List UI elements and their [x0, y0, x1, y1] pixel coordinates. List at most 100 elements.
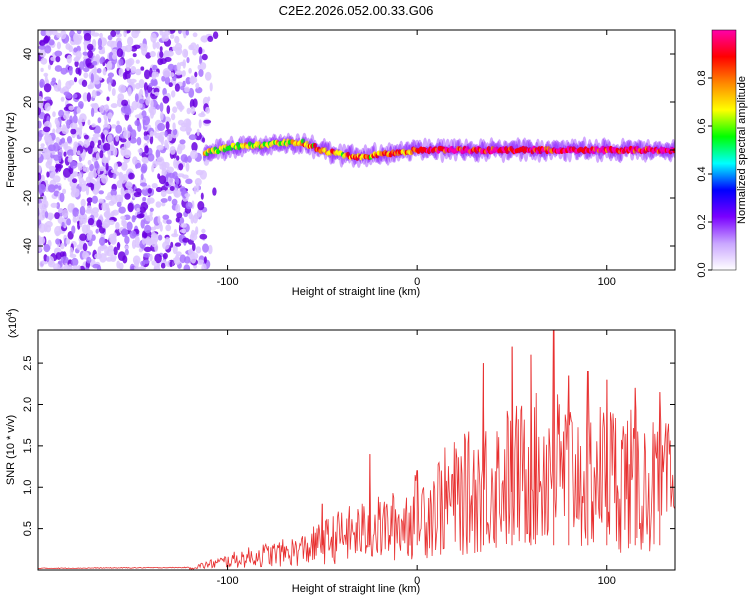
colorbar-tick-label: 0.6: [696, 118, 708, 133]
spectrogram-noise-blob: [169, 72, 175, 77]
spectrogram-noise-blob: [49, 172, 56, 179]
spectrogram-noise-blob: [175, 47, 183, 56]
spectrogram-noise-blob: [194, 71, 198, 78]
spectrogram-noise-blob: [192, 48, 198, 56]
spectrogram-noise-blob: [75, 50, 82, 60]
spectrogram-noise-blob: [178, 30, 182, 35]
spectrogram-noise-blob: [81, 79, 88, 87]
spectrogram-noise-blob: [96, 68, 102, 74]
spectrogram-noise-blob: [201, 137, 206, 143]
spectrogram-panel: -100 0 100 -40 -20 0 20 40 Height of straight …: [5, 29, 676, 298]
spectrogram-noise-blob: [122, 72, 128, 80]
spectrogram-noise-blob: [43, 35, 50, 44]
spectrogram-noise-blob: [148, 82, 154, 88]
spectrogram-noise-blob: [132, 44, 141, 49]
spectrogram-noise-blob: [77, 162, 83, 169]
spectrogram-noise-blob: [153, 87, 160, 94]
spectrogram-noise-blob: [109, 142, 115, 152]
spectrogram-noise-blob: [142, 231, 148, 239]
spectrogram-noise-blob: [106, 96, 110, 102]
spectrogram-noise-blob: [90, 183, 95, 191]
spectrogram-noise-blob: [140, 66, 145, 71]
spectrogram-noise-blob: [170, 241, 174, 248]
spectrogram-noise-blob: [172, 244, 178, 255]
spectrogram-noise-blob: [118, 68, 124, 77]
spectrogram-noise-blob: [126, 221, 133, 231]
spectrogram-noise-blob: [118, 58, 124, 66]
spectrogram-noise-blob: [67, 203, 75, 213]
spectrogram-noise-blob: [72, 207, 79, 217]
spectrogram-noise-blob: [140, 173, 144, 181]
spectrogram-noise-blob: [80, 198, 86, 208]
spectrogram-noise-blob: [147, 187, 152, 194]
colorbar-label: Normalized spectral amplitude: [736, 76, 748, 224]
spectrogram-noise-blob: [43, 83, 52, 93]
spectrogram-noise-blob: [77, 264, 81, 270]
spectrogram-noise-blob: [108, 51, 114, 62]
spectrogram-y-tick-label: -40: [22, 238, 34, 254]
spectrogram-noise-blob: [141, 156, 149, 163]
spectrogram-noise-blob: [200, 192, 204, 200]
spectrogram-noise-blob: [124, 235, 130, 245]
spectrogram-noise-blob: [93, 80, 101, 85]
spectrogram-noise-blob: [50, 56, 56, 61]
spectrogram-noise-blob: [172, 106, 178, 113]
colorbar: 0.0 0.2 0.4 0.6 0.8 Normalized spectral ampl…: [696, 29, 748, 278]
spectrogram-noise-blob: [51, 30, 58, 36]
spectrogram-noise-blob: [120, 215, 126, 220]
spectrogram-noise-blob: [46, 255, 50, 263]
spectrogram-noise-blob: [184, 49, 188, 58]
spectrogram-noise-blob: [65, 238, 71, 245]
spectrogram-noise-blob: [195, 246, 202, 254]
spectrogram-noise-blob: [134, 30, 141, 34]
spectrogram-noise-blob: [160, 189, 167, 198]
spectrogram-noise-blob: [82, 92, 89, 102]
spectrogram-noise-blob: [48, 166, 57, 171]
spectrogram-noise-blob: [124, 193, 131, 200]
spectrogram-noise-blob: [106, 208, 110, 218]
spectrogram-noise-blob: [142, 115, 150, 126]
spectrogram-noise-blob: [158, 175, 167, 185]
snr-marks: [38, 330, 675, 570]
spectrogram-noise-blob: [99, 105, 105, 114]
spectrogram-noise-blob: [91, 123, 96, 128]
spectrogram-noise-blob: [121, 228, 129, 238]
spectrogram-noise-blob: [68, 155, 73, 161]
spectrogram-noise-blob: [155, 41, 160, 49]
spectrogram-noise-blob: [76, 214, 83, 221]
spectrogram-noise-blob: [111, 209, 119, 216]
spectrogram-noise-blob: [99, 150, 104, 159]
spectrogram-noise-blob: [87, 231, 92, 241]
spectrogram-noise-blob: [145, 52, 152, 59]
spectrogram-noise-blob: [182, 237, 190, 243]
spectrogram-noise-blob: [143, 246, 152, 252]
snr-series-line: [38, 330, 675, 570]
spectrogram-noise-blob: [123, 30, 127, 38]
spectrogram-y-tick-label: 40: [22, 48, 34, 60]
spectrogram-noise-blob: [185, 127, 192, 133]
spectrogram-noise-blob: [209, 82, 213, 92]
spectrogram-noise-blob: [189, 233, 198, 241]
spectrogram-x-ticks: -100 0 100: [217, 30, 616, 288]
spectrogram-noise-blob: [168, 172, 175, 179]
spectrogram-noise-blob: [38, 98, 44, 109]
spectrogram-noise-blob: [91, 234, 96, 241]
spectrogram-noise-blob: [40, 30, 47, 37]
spectrogram-noise-blob: [91, 157, 97, 162]
spectrogram-noise-blob: [86, 197, 93, 203]
spectrogram-noise-blob: [72, 93, 78, 99]
spectrogram-noise-blob: [174, 175, 179, 183]
spectrogram-noise-blob: [58, 208, 63, 214]
spectrogram-noise-blob: [102, 67, 107, 76]
spectrogram-noise-blob: [62, 167, 71, 178]
spectrogram-noise-blob: [107, 72, 114, 78]
spectrogram-noise-blob: [55, 238, 60, 245]
spectrogram-y-label: Frequency (Hz): [5, 112, 17, 188]
spectrogram-noise-blob: [149, 253, 153, 262]
spectrogram-noise-blob: [85, 185, 90, 196]
spectrogram-noise-blob: [159, 135, 164, 143]
spectrogram-noise-blob: [66, 218, 71, 226]
spectrogram-noise-blob: [130, 66, 137, 74]
spectrogram-noise-blob: [152, 64, 158, 71]
spectrogram-noise-blob: [159, 58, 167, 65]
